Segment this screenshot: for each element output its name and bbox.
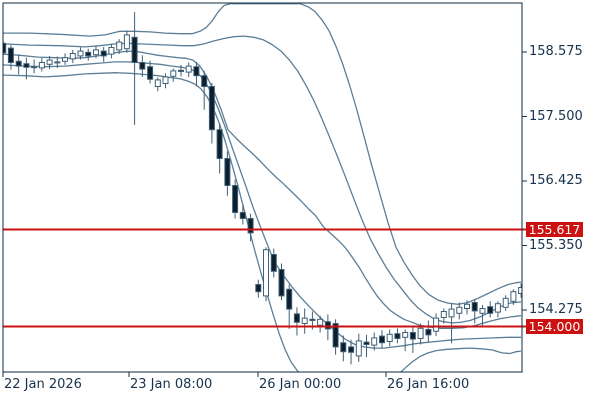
candle: [216, 123, 223, 174]
candle: [31, 59, 38, 74]
y-axis-tick-label: 158.575: [529, 44, 583, 59]
band-lower-inner: [3, 61, 521, 349]
candle: [185, 62, 192, 77]
candle: [123, 30, 130, 53]
candle: [317, 315, 324, 333]
candle: [201, 70, 208, 110]
candle: [386, 329, 393, 347]
price-level-tag-upper[interactable]: 155.617: [526, 221, 583, 237]
candle: [193, 61, 200, 87]
candle: [131, 12, 138, 125]
candle: [147, 60, 154, 84]
candle: [116, 39, 123, 55]
candle: [409, 326, 416, 353]
candle: [301, 308, 308, 334]
candle: [363, 334, 370, 358]
candle: [433, 313, 440, 337]
y-axis-tick-label: 155.350: [529, 237, 583, 253]
candle: [464, 300, 470, 315]
candle: [232, 179, 239, 219]
band-upper-inner: [3, 35, 522, 324]
candle: [448, 303, 455, 344]
candle: [154, 77, 161, 92]
candle: [270, 248, 277, 278]
x-axis-tick-label: 22 Jan 2026: [4, 377, 82, 392]
candle: [139, 55, 146, 77]
candle: [479, 304, 486, 326]
candle: [247, 213, 254, 242]
x-axis-tick-label: 23 Jan 08:00: [130, 377, 213, 392]
candle: [208, 82, 215, 144]
candle: [340, 335, 347, 362]
candle: [54, 56, 61, 68]
candle: [402, 329, 409, 352]
band-lines: [3, 3, 522, 372]
x-axis-tick-label: 26 Jan 16:00: [387, 377, 470, 392]
candle: [471, 298, 478, 324]
candle: [69, 49, 76, 64]
candle: [518, 283, 522, 298]
band-upper-outer: [3, 3, 522, 305]
candlesticks: [3, 12, 522, 365]
candle: [62, 53, 68, 65]
candle: [394, 328, 401, 344]
candle: [502, 295, 509, 311]
candle: [162, 73, 169, 89]
candle: [379, 330, 385, 348]
candle: [239, 205, 246, 225]
candle: [371, 332, 378, 351]
candle: [7, 45, 14, 70]
candle: [100, 46, 107, 62]
candle: [332, 319, 339, 355]
candle: [224, 151, 231, 196]
candle: [108, 43, 115, 59]
candle: [494, 301, 501, 318]
x-axis-tick-label: 26 Jan 00:00: [259, 377, 342, 392]
candle: [263, 247, 269, 302]
candle: [93, 46, 99, 59]
candle: [15, 54, 22, 75]
y-axis-tick-label: 156.425: [529, 173, 583, 188]
candle: [348, 339, 355, 365]
axis-ticks: [2, 51, 527, 377]
plot-border: [2, 2, 523, 373]
candle: [255, 279, 262, 298]
candle: [355, 333, 362, 362]
candle: [425, 320, 432, 343]
candle: [170, 68, 177, 82]
band-lower-outer: [3, 72, 522, 372]
y-axis-tick-label: 154.275: [529, 302, 583, 317]
candle: [286, 284, 293, 329]
candle: [440, 308, 447, 324]
candle: [456, 302, 463, 320]
price-level-lines: [3, 228, 526, 328]
candle: [510, 289, 517, 305]
y-axis-tick-label: 157.500: [529, 108, 583, 124]
candle: [23, 57, 30, 80]
candle: [293, 307, 300, 336]
band-middle: [3, 50, 522, 329]
candle: [77, 47, 84, 60]
candle: [278, 263, 285, 301]
candle: [85, 48, 92, 61]
price-level-tag-lower[interactable]: 154.000: [526, 319, 583, 334]
candle: [178, 64, 184, 77]
candle: [38, 57, 45, 72]
candle: [487, 301, 494, 318]
candle: [46, 55, 53, 70]
